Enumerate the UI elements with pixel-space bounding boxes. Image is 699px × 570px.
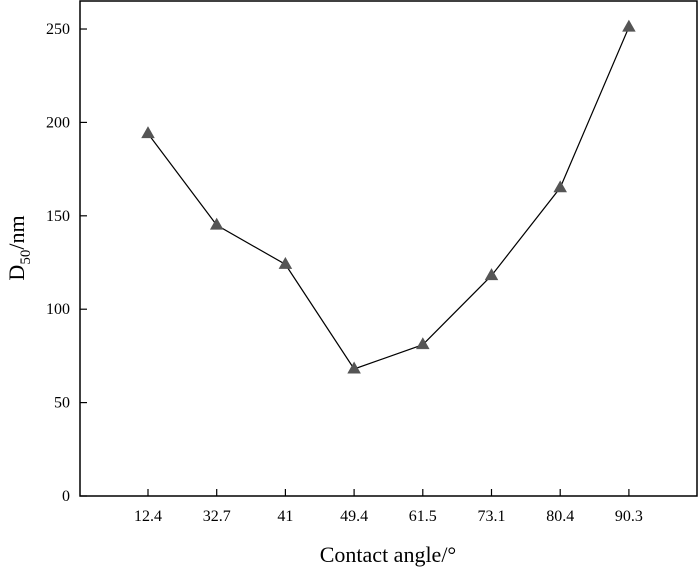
x-tick-label: 32.7: [203, 508, 231, 525]
data-point-marker: [278, 256, 293, 269]
y-tick-label: 200: [46, 114, 70, 131]
data-point-marker: [416, 337, 430, 350]
x-axis-title: Contact angle/°: [320, 542, 456, 567]
x-tick-label: 80.4: [546, 508, 574, 525]
data-point-marker: [209, 217, 224, 230]
x-axis: 12.4 32.7 41 49.4 61.5 73.1 80.4 90.3: [134, 489, 643, 525]
y-axis-title-main: D: [4, 265, 29, 281]
x-tick-label: 49.4: [340, 508, 368, 525]
x-tick-label: 90.3: [615, 508, 643, 525]
data-point-marker: [553, 180, 567, 193]
y-tick-label: 250: [46, 21, 70, 38]
data-point-marker: [347, 361, 361, 374]
series-line: [147, 26, 630, 370]
y-axis-title-unit: /nm: [4, 215, 29, 249]
x-tick-label: 73.1: [478, 508, 506, 525]
y-tick-label: 100: [46, 301, 70, 318]
data-point-marker: [622, 19, 636, 32]
plot-area-frame: [79, 0, 698, 497]
x-tick-label: 61.5: [409, 508, 437, 525]
y-tick-label: 150: [46, 208, 70, 225]
y-tick-label: 0: [62, 488, 70, 505]
data-point-marker: [141, 126, 155, 139]
x-tick-label: 41: [277, 508, 293, 525]
data-point-marker: [484, 268, 499, 281]
y-axis-title: D50/nm: [4, 215, 34, 280]
series-layer: [141, 19, 636, 374]
y-tick-label: 50: [54, 395, 70, 412]
y-axis: 0 50 100 150 200 250: [46, 21, 87, 505]
y-axis-title-subscript: 50: [18, 250, 34, 265]
x-tick-label: 12.4: [134, 508, 162, 525]
